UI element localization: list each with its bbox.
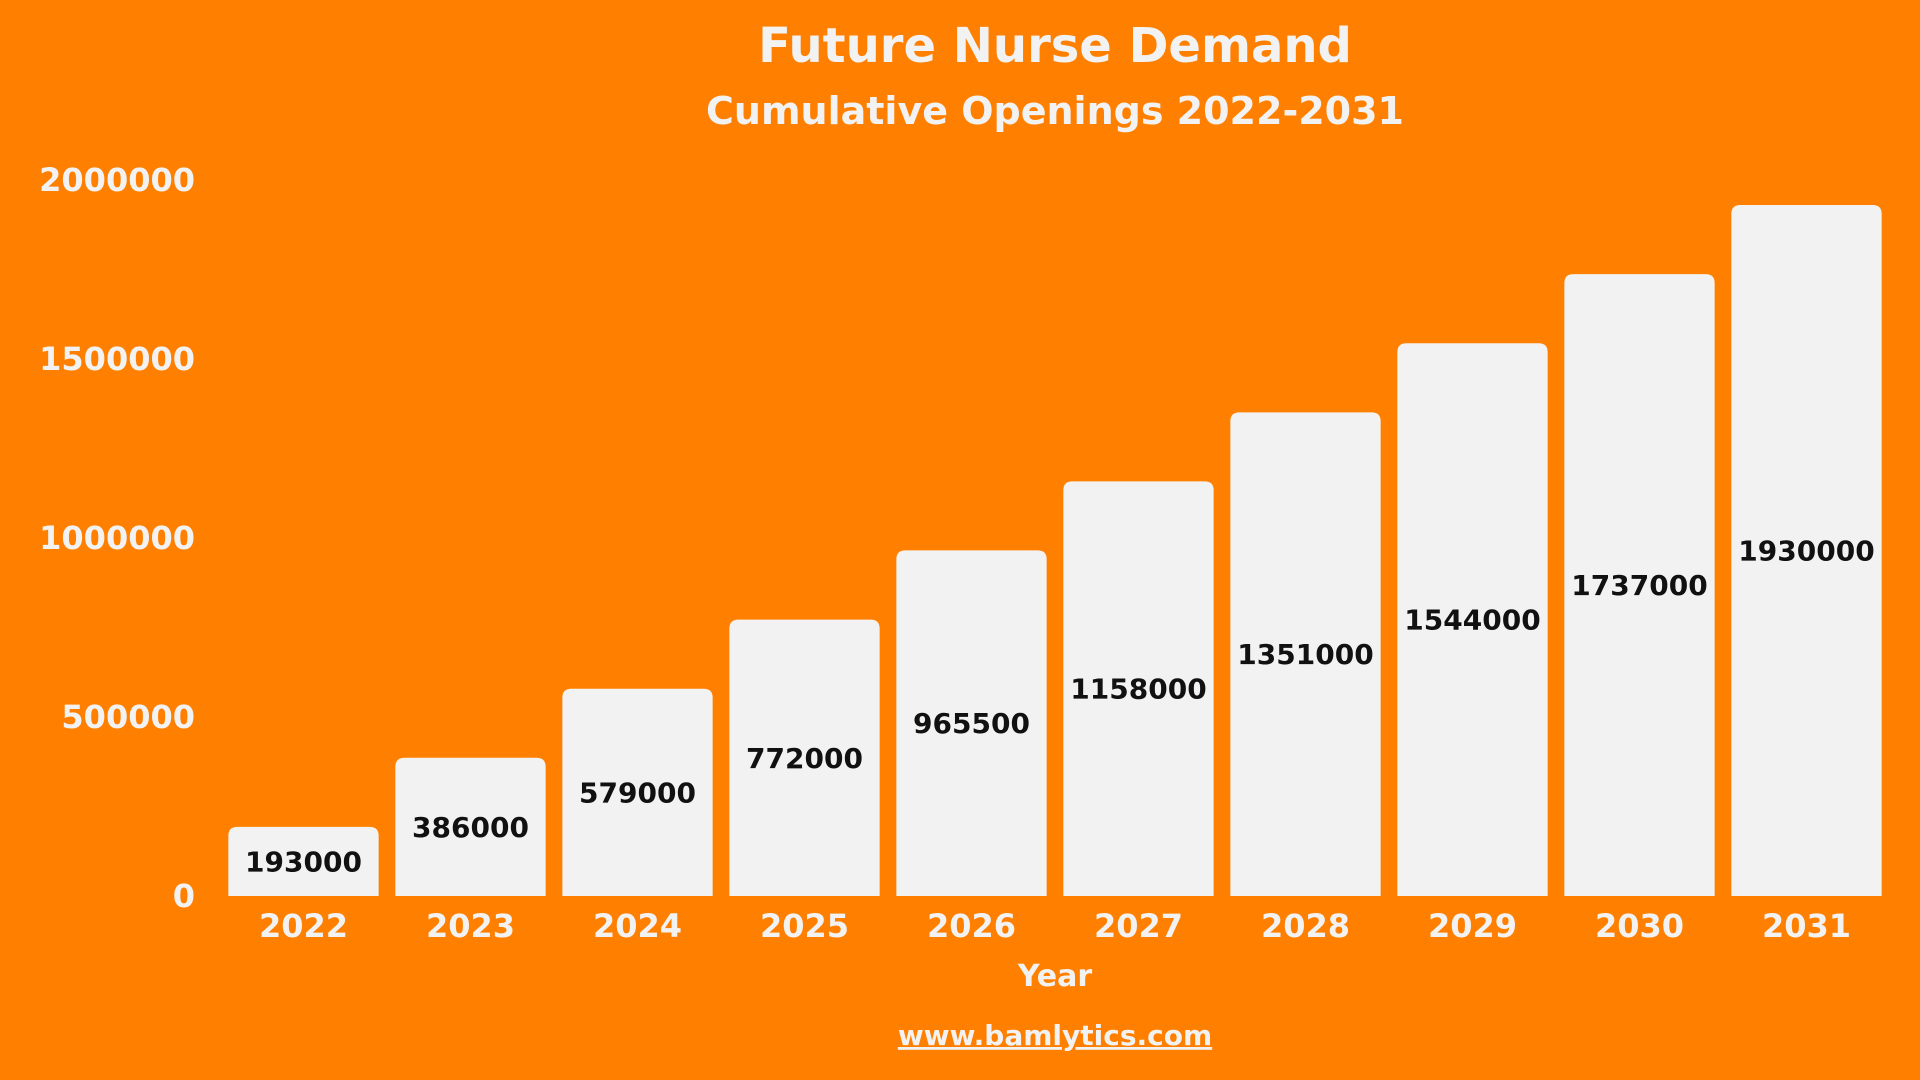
x-axis: 2022 2023 2024 2025 2026 2027 2028 2029 2030 2031 (259, 907, 1851, 945)
x-axis-label: Year (1017, 959, 1093, 994)
bar-value-label: 1158000 (1070, 673, 1206, 706)
y-axis: 0 500000 1000000 1500000 2000000 (39, 161, 195, 915)
bar-2031 (1731, 205, 1882, 896)
x-tick-label: 2029 (1428, 907, 1517, 945)
chart-subtitle: Cumulative Openings 2022-2031 (706, 89, 1404, 133)
bar-2025 (729, 619, 880, 896)
bar-value-label: 1544000 (1404, 604, 1540, 637)
bar-value-label: 1737000 (1571, 569, 1707, 602)
bar-2023 (395, 757, 546, 896)
x-tick-label: 2026 (927, 907, 1016, 945)
bar-value-label: 1351000 (1237, 638, 1373, 671)
bar-2029 (1397, 343, 1548, 896)
y-tick-label: 0 (173, 877, 195, 915)
bar-2024 (562, 688, 713, 896)
bar-2027 (1063, 481, 1214, 896)
source-link[interactable]: www.bamlytics.com (898, 1019, 1212, 1052)
x-tick-label: 2031 (1762, 907, 1851, 945)
y-tick-label: 1000000 (39, 519, 195, 557)
x-tick-label: 2030 (1595, 907, 1684, 945)
bar-value-label: 772000 (746, 742, 863, 775)
y-tick-label: 2000000 (39, 161, 195, 199)
x-tick-label: 2027 (1094, 907, 1183, 945)
bar-2026 (896, 550, 1047, 896)
x-tick-label: 2028 (1261, 907, 1350, 945)
bar-2022 (228, 826, 379, 896)
chart-title: Future Nurse Demand (758, 18, 1352, 74)
bars: 193000 386000 579000 772000 965500 1158000 135… (228, 205, 1882, 896)
y-tick-label: 1500000 (39, 340, 195, 378)
x-tick-label: 2025 (760, 907, 849, 945)
y-tick-label: 500000 (61, 698, 195, 736)
bar-2030 (1564, 274, 1715, 896)
x-tick-label: 2024 (593, 907, 682, 945)
bar-value-label: 193000 (245, 845, 362, 878)
bar-value-label: 386000 (412, 811, 529, 844)
x-tick-label: 2022 (259, 907, 348, 945)
x-tick-label: 2023 (426, 907, 515, 945)
bar-value-label: 965500 (913, 707, 1030, 740)
bar-2028 (1230, 412, 1381, 896)
bar-value-label: 579000 (579, 776, 696, 809)
bar-value-label: 1930000 (1738, 535, 1874, 568)
